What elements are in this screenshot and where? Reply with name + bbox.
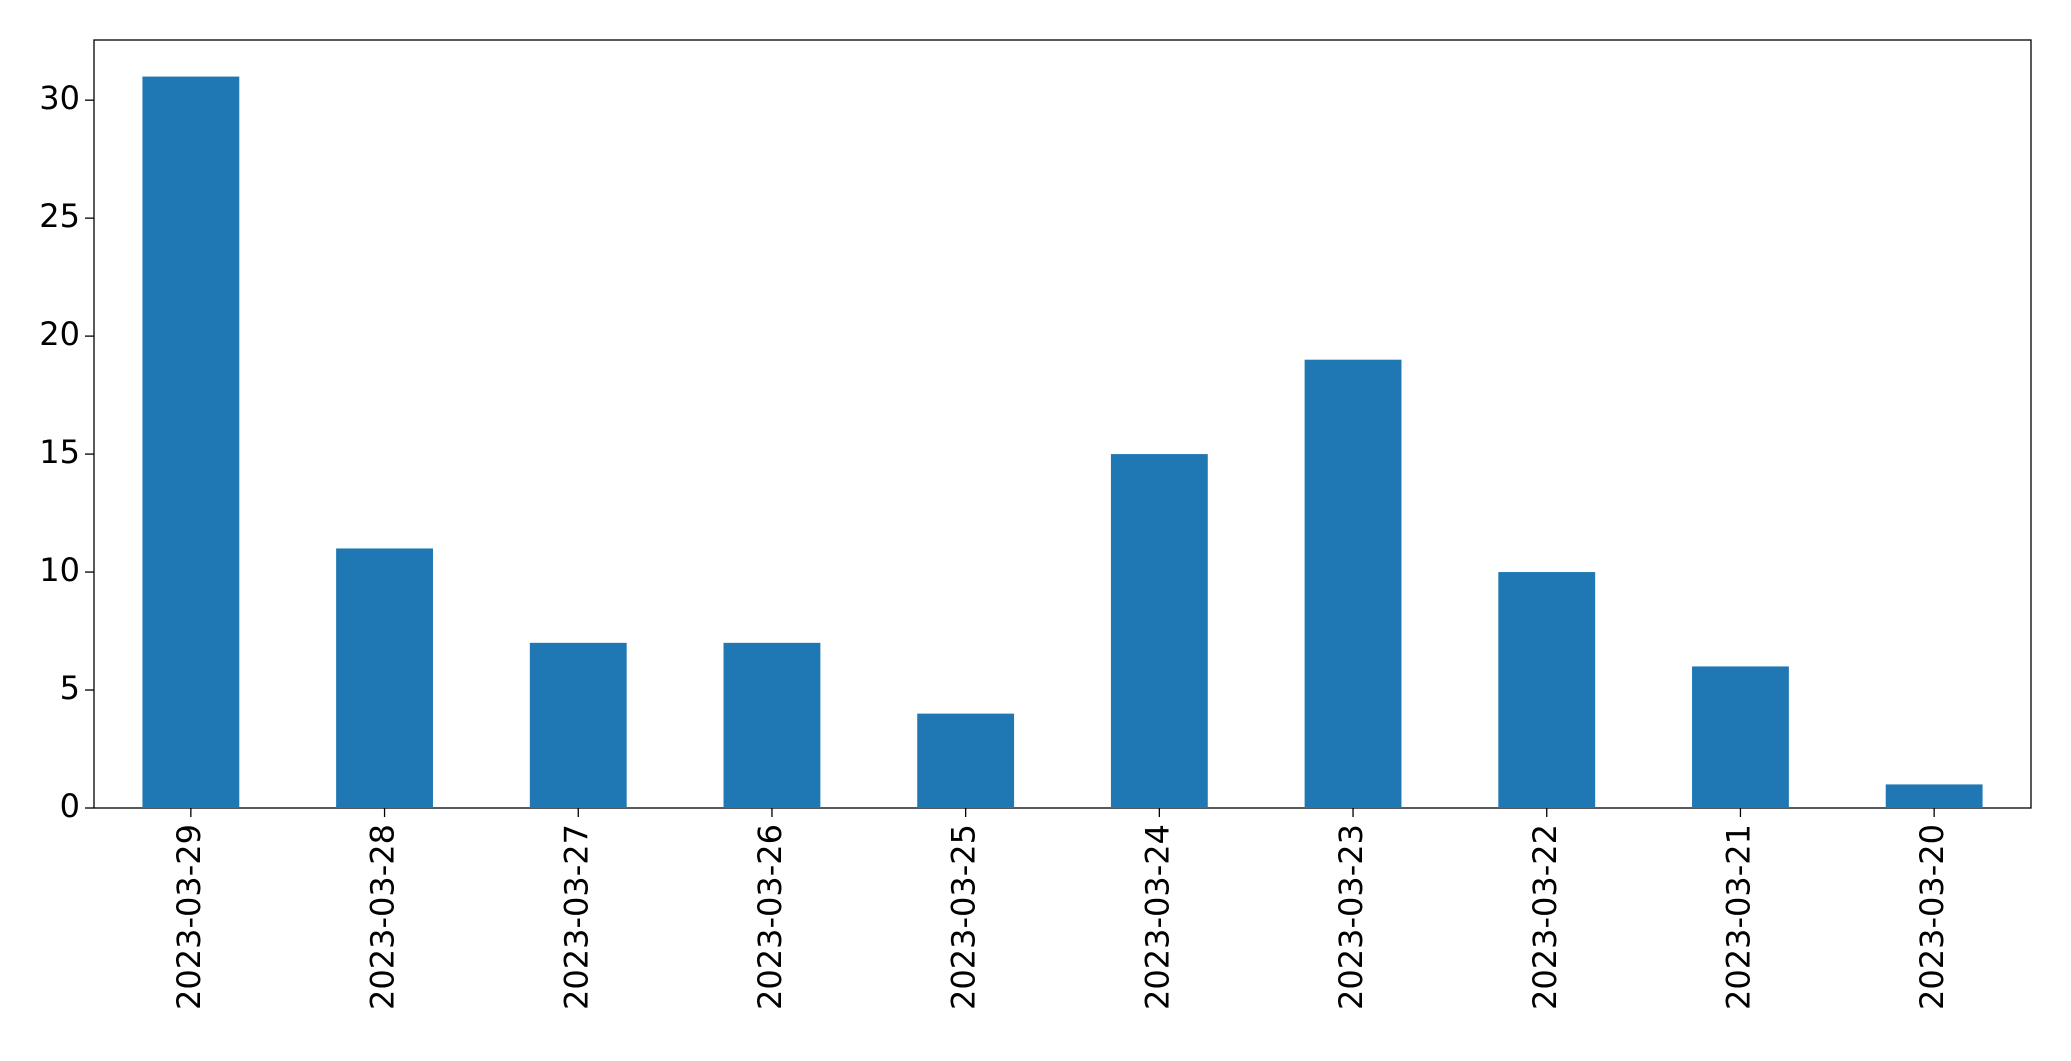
bar [529, 642, 627, 808]
bar [142, 76, 240, 809]
y-tick-label: 30 [39, 79, 80, 117]
bar [1110, 454, 1208, 808]
bar [336, 548, 433, 808]
x-tick-label: 2023-03-23 [1332, 824, 1370, 1010]
x-tick-label: 2023-03-27 [557, 824, 595, 1010]
bar [1498, 572, 1596, 808]
y-tick-label: 25 [39, 197, 80, 235]
x-tick-label: 2023-03-25 [945, 824, 983, 1010]
plot-frame [93, 39, 2032, 809]
bar [1692, 666, 1789, 808]
x-tick-label: 2023-03-28 [364, 824, 402, 1010]
x-tick-label: 2023-03-20 [1913, 824, 1951, 1010]
bar [1304, 359, 1402, 808]
x-tick-label: 2023-03-24 [1138, 824, 1176, 1010]
y-tick-label: 10 [39, 551, 80, 589]
x-tick-label: 2023-03-21 [1719, 824, 1757, 1010]
y-tick-label: 0 [60, 787, 80, 825]
y-tick-label: 15 [39, 433, 80, 471]
x-tick-label: 2023-03-26 [751, 824, 789, 1010]
x-tick-label: 2023-03-22 [1526, 824, 1564, 1010]
bar [917, 713, 1015, 808]
bar [723, 642, 821, 808]
x-tick-label: 2023-03-29 [170, 824, 208, 1010]
y-tick-label: 5 [60, 669, 80, 707]
bar [1885, 784, 1983, 808]
y-tick-label: 20 [39, 315, 80, 353]
